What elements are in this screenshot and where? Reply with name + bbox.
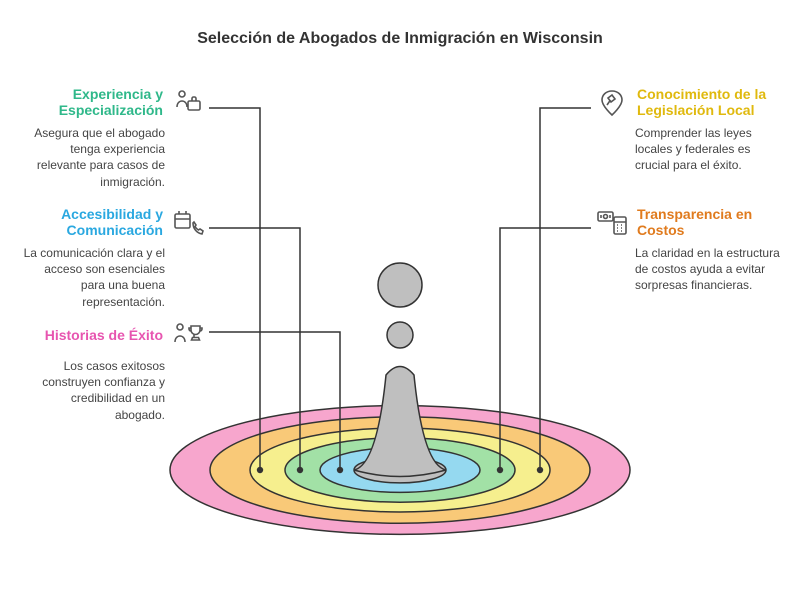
topic-historias: Historias de Éxito Los casos exitosos co… bbox=[20, 318, 205, 423]
topic-desc: La claridad en la estructura de costos a… bbox=[595, 245, 780, 294]
calendar-phone-icon bbox=[171, 205, 205, 239]
topic-title: Transparencia en Costos bbox=[637, 206, 780, 238]
page-title: Selección de Abogados de Inmigración en … bbox=[0, 30, 800, 48]
topic-desc: Asegura que el abogado tenga experiencia… bbox=[20, 125, 205, 190]
topic-accesibilidad: Accesibilidad y Comunicación La comunica… bbox=[20, 205, 205, 310]
topic-experiencia: Experiencia y Especialización Asegura qu… bbox=[20, 85, 205, 190]
topic-title: Accesibilidad y Comunicación bbox=[20, 206, 163, 238]
topic-title: Experiencia y Especialización bbox=[20, 86, 163, 118]
briefcase-person-icon bbox=[171, 85, 205, 119]
topic-desc: La comunicación clara y el acceso son es… bbox=[20, 245, 205, 310]
trophy-person-icon bbox=[171, 318, 205, 352]
gavel-pin-icon bbox=[595, 85, 629, 119]
money-calc-icon bbox=[595, 205, 629, 239]
topic-desc: Los casos exitosos construyen confianza … bbox=[20, 358, 205, 423]
topic-desc: Comprender las leyes locales y federales… bbox=[595, 125, 780, 174]
topic-title: Historias de Éxito bbox=[45, 327, 163, 343]
topic-title: Conocimiento de la Legislación Local bbox=[637, 86, 780, 118]
topic-conocimiento: Conocimiento de la Legislación Local Com… bbox=[595, 85, 780, 174]
topic-transparencia: Transparencia en Costos La claridad en l… bbox=[595, 205, 780, 294]
